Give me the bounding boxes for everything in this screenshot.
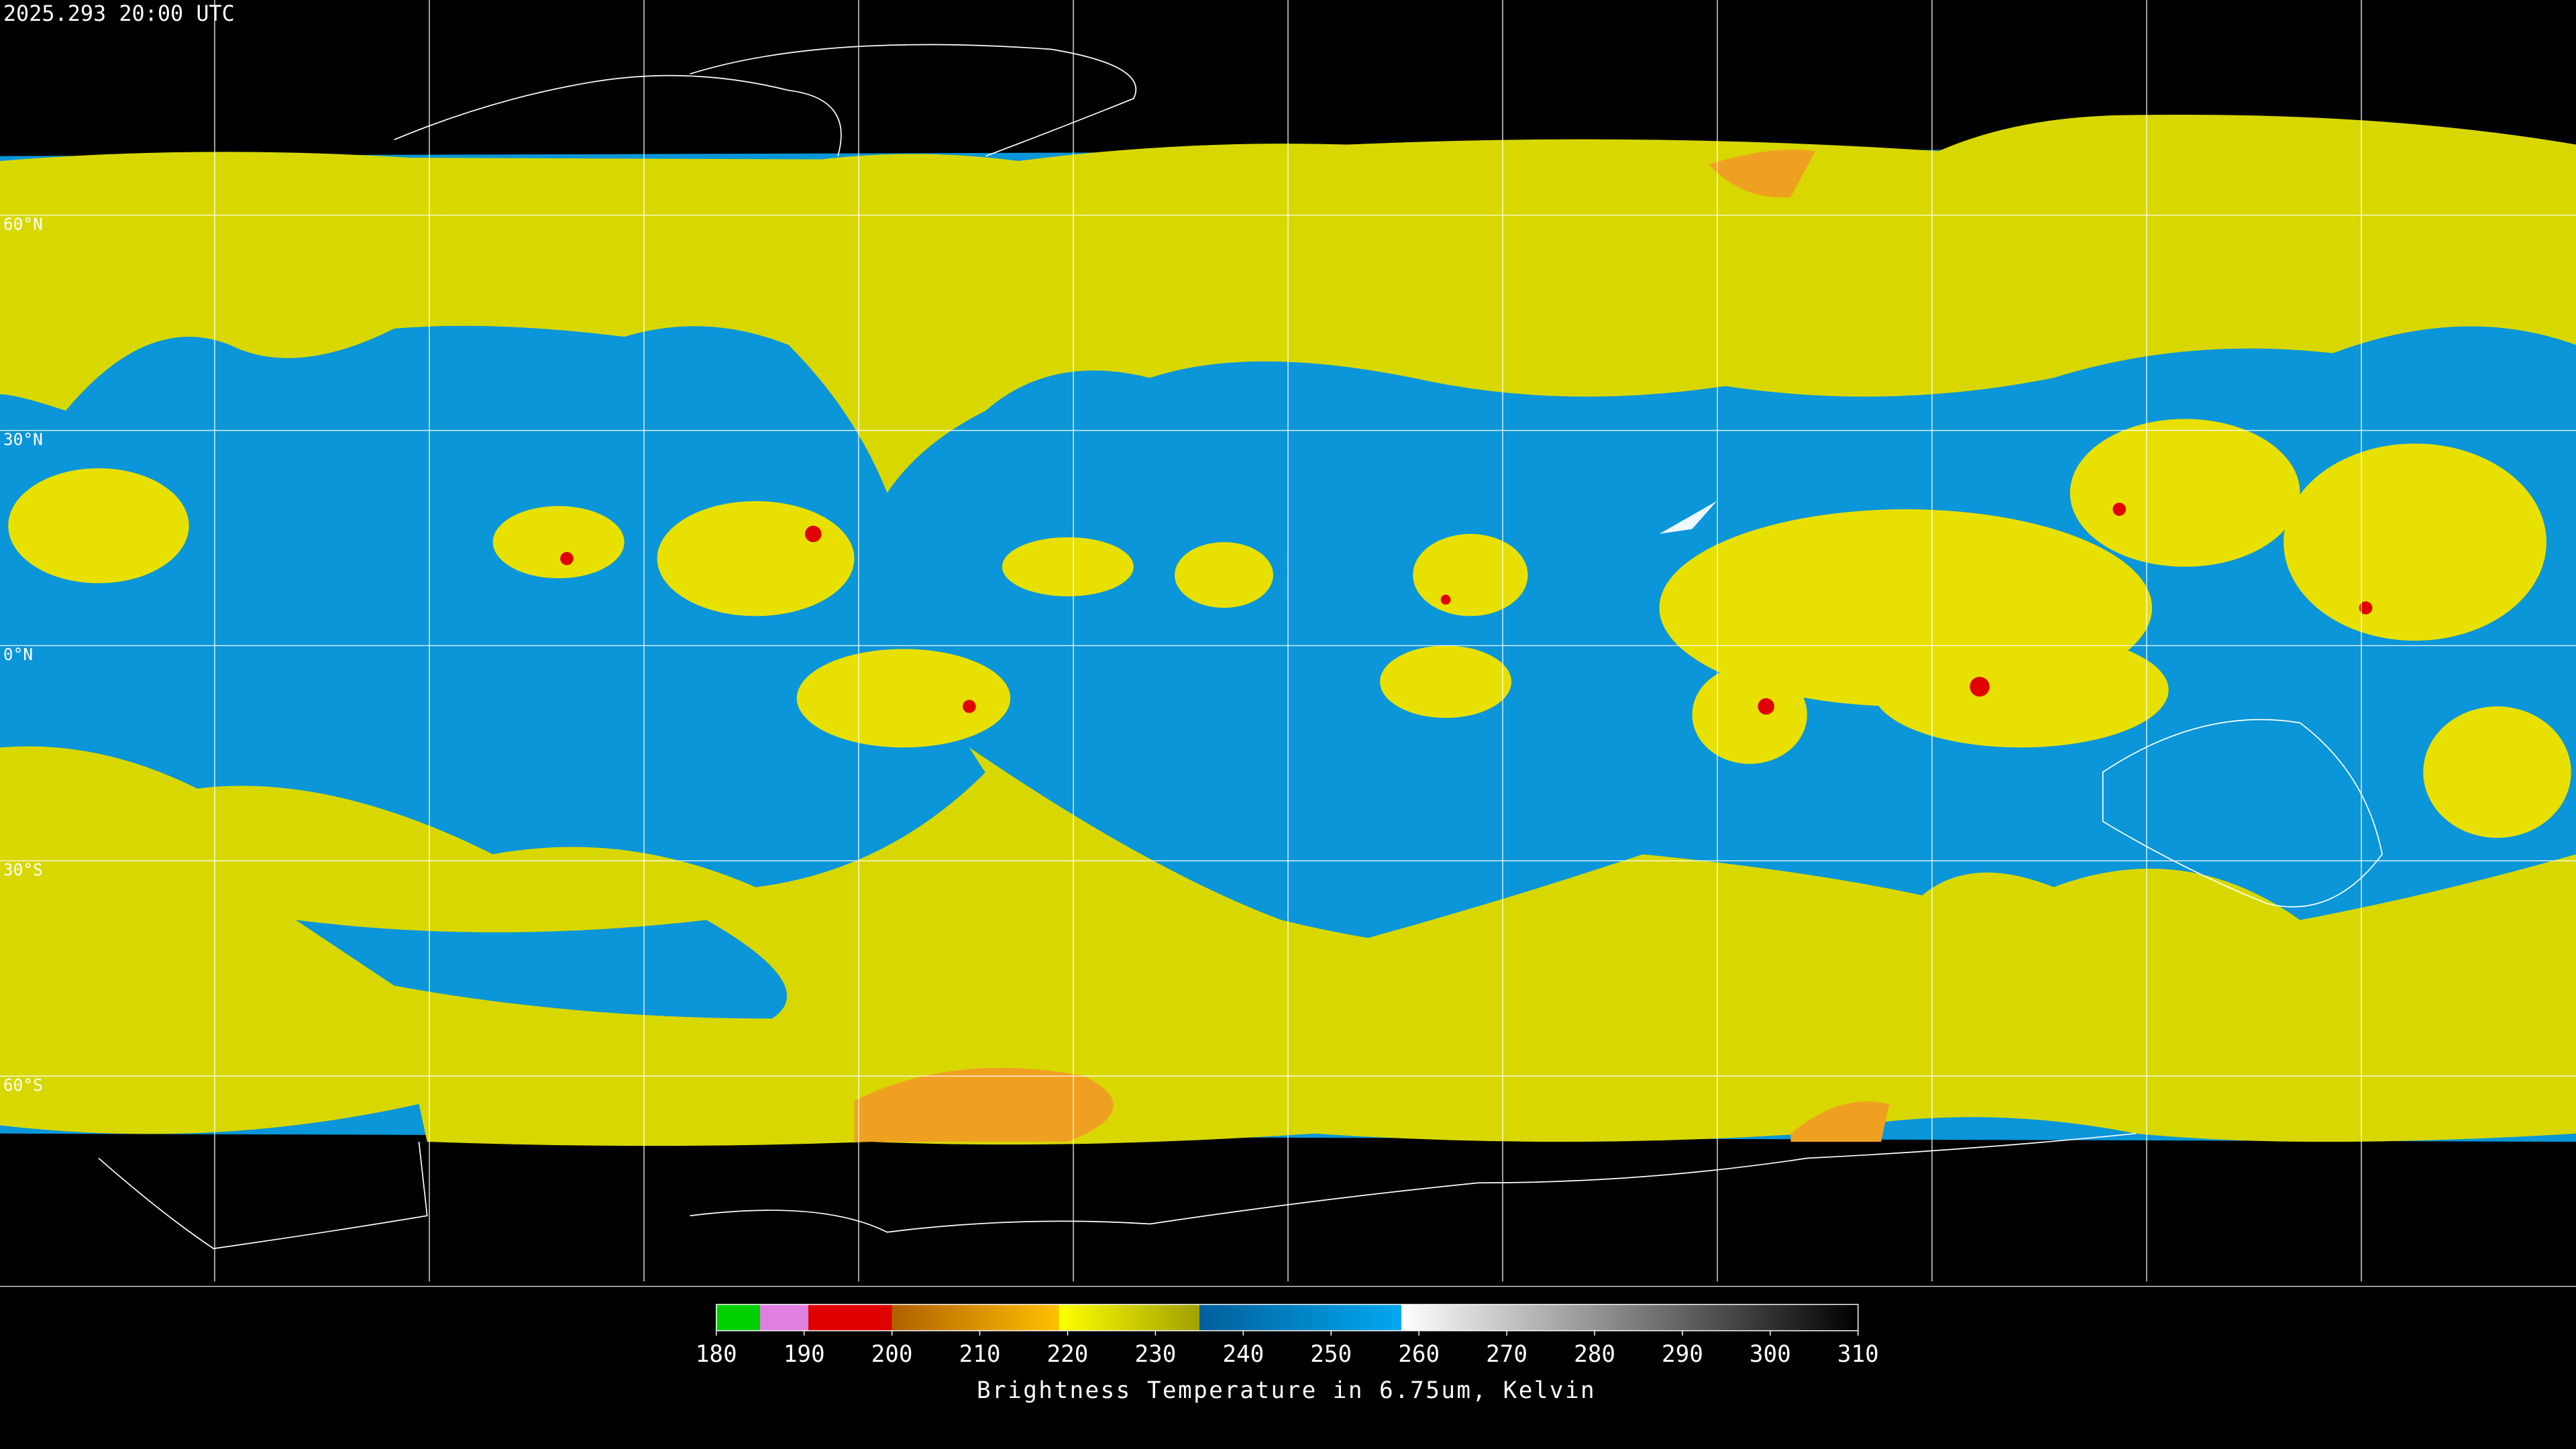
moist-tongue <box>969 747 1741 1019</box>
colorbar-tick-label: 290 <box>1662 1341 1703 1368</box>
cloud-cluster <box>2070 419 2300 567</box>
colorbar-tick-label: 230 <box>1134 1341 1176 1368</box>
storm-core <box>1440 594 1451 605</box>
storm-core <box>963 700 976 713</box>
cloud-cluster <box>2284 443 2546 641</box>
cloud-cluster <box>2423 706 2571 838</box>
latitude-label: 60°N <box>3 215 43 234</box>
cloud-cluster <box>1872 632 2169 748</box>
graticule: 60°N 30°N 0°N 30°S 60°S <box>0 0 2576 1287</box>
cold-high-cloud <box>854 1067 1114 1142</box>
coastline <box>394 74 842 156</box>
cloud-cluster <box>796 649 1011 748</box>
colorbar-tick-label: 310 <box>1837 1341 1879 1368</box>
latitude-label: 30°N <box>3 429 43 449</box>
dry-slot <box>295 920 788 1019</box>
colorbar-tick-label: 190 <box>784 1341 825 1368</box>
colorbar-tick-label: 220 <box>1047 1341 1089 1368</box>
cloud-cluster <box>1175 542 1273 608</box>
cloud-cluster <box>492 506 625 579</box>
cold-high-cloud <box>1708 149 1816 198</box>
coastline <box>690 44 1137 157</box>
storm-core <box>1758 698 1774 715</box>
colorbar-tick-label: 180 <box>696 1341 737 1368</box>
colorbar: 180 190 200 210 220 230 240 250 260 270 280 290 300 3… <box>696 1303 1879 1368</box>
coastline <box>2102 718 2383 908</box>
colorbar-tick-label: 200 <box>871 1341 913 1368</box>
colorbar-tick-label: 240 <box>1222 1341 1264 1368</box>
colorbar-scale <box>716 1303 1859 1332</box>
storm-core <box>2112 502 2126 516</box>
colorbar-tick-label: 250 <box>1310 1341 1352 1368</box>
storm-core <box>805 525 822 543</box>
cloud-cluster <box>1413 533 1528 616</box>
cloud-cluster <box>1380 645 1512 718</box>
timestamp: 2025.293 20:00 UTC <box>3 1 235 26</box>
deep-convection <box>560 502 2373 715</box>
storm-core <box>560 551 574 566</box>
storm-core <box>1970 676 1990 697</box>
colorbar-tick-label: 300 <box>1750 1341 1791 1368</box>
cloud-cluster <box>8 468 189 584</box>
latitude-label: 30°S <box>3 860 43 879</box>
colorbar-tick-label: 270 <box>1486 1341 1527 1368</box>
cloud-cluster <box>1002 537 1134 596</box>
cold-high-cloud <box>1790 1101 1890 1142</box>
storm-core <box>2359 601 2373 614</box>
coastlines <box>98 44 2383 1250</box>
convection <box>8 419 2571 838</box>
latitude-label: 0°N <box>3 645 33 664</box>
colorbar-tick-label: 280 <box>1574 1341 1615 1368</box>
cloud-cluster <box>657 500 855 616</box>
dry-spot <box>1659 500 1717 534</box>
colorbar-tick-label: 210 <box>959 1341 1001 1368</box>
colorbar-label: Brightness Temperature in 6.75um, Kelvin <box>977 1377 1596 1404</box>
latitude-label: 60°S <box>3 1075 43 1095</box>
colorbar-tick-label: 260 <box>1398 1341 1440 1368</box>
coastline <box>98 1141 428 1250</box>
coastline <box>690 1132 2136 1233</box>
